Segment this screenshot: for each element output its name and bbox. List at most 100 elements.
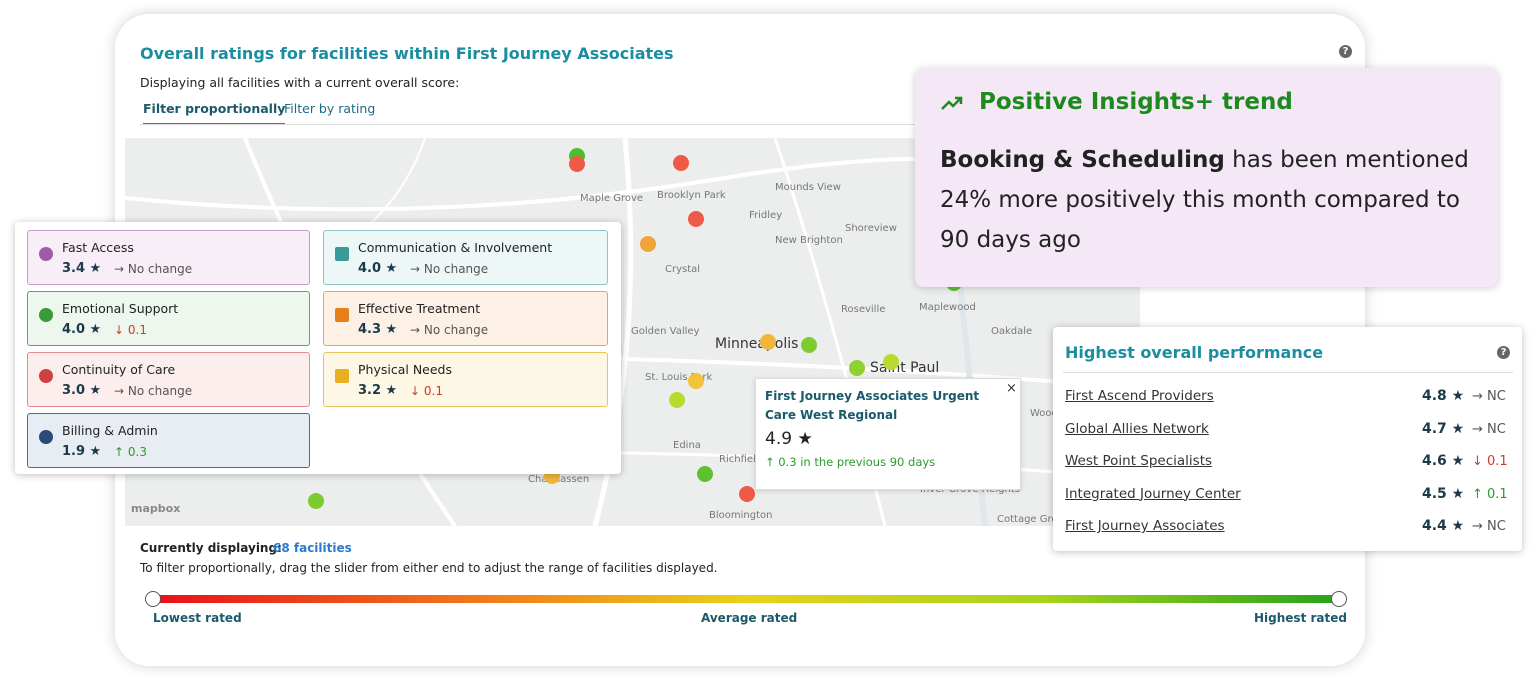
place-label: Maplewood <box>919 302 976 313</box>
category-icon <box>39 430 53 444</box>
status-count[interactable]: 68 facilities <box>273 541 352 555</box>
category-icon <box>335 247 349 261</box>
category-card: Fast Access 3.4 ★ → No change <box>27 230 310 285</box>
help-icon[interactable]: ? <box>1339 45 1352 58</box>
facility-dot[interactable] <box>688 373 704 389</box>
category-icon <box>335 308 349 322</box>
facility-dot[interactable] <box>801 337 817 353</box>
slider-handle[interactable] <box>145 591 161 607</box>
category-card: Emotional Support 4.0 ★ ↓ 0.1 <box>27 291 310 346</box>
category-change: → No change <box>114 262 193 276</box>
tab[interactable]: Filter proportionally <box>143 101 286 125</box>
place-label: Bloomington <box>709 510 773 521</box>
facility-change: ↓ 0.1 <box>1472 454 1508 469</box>
place-label: St. Louis Park <box>645 372 713 383</box>
facility-score: 4.7 ★ <box>1422 420 1465 437</box>
subtitle: Displaying all facilities with a current… <box>140 75 460 90</box>
category-change: → No change <box>114 384 193 398</box>
facility-dot[interactable] <box>569 156 585 172</box>
facility-dot[interactable] <box>308 493 324 509</box>
category-name: Billing & Admin <box>62 423 158 438</box>
facility-dot[interactable] <box>688 211 704 227</box>
category-score: 3.0 ★ <box>62 383 102 398</box>
slider-handle[interactable] <box>1331 591 1347 607</box>
place-label: Roseville <box>841 304 886 315</box>
category-change: ↓ 0.1 <box>114 323 147 337</box>
road <box>592 138 634 526</box>
insight-text: has been mentioned 24% more positively t… <box>940 147 1469 253</box>
category-change: → No change <box>410 323 489 337</box>
categories-panel: Fast Access 3.4 ★ → No change Communication… <box>15 222 621 474</box>
tooltip-title: First Journey Associates Urgent Care Wes… <box>765 389 980 422</box>
slider-label: Lowest rated <box>153 611 242 625</box>
category-score: 4.0 ★ <box>358 261 398 276</box>
insight-title: Positive Insights+ trend <box>979 89 1293 115</box>
facility-change: → NC <box>1472 519 1506 534</box>
facility-dot[interactable] <box>760 334 776 350</box>
category-score: 4.0 ★ <box>62 322 102 337</box>
insight-panel: Positive Insights+ trend Booking & Schedu… <box>915 68 1498 287</box>
facility-link[interactable]: First Journey Associates <box>1065 518 1225 534</box>
facility-dot[interactable] <box>739 486 755 502</box>
category-icon <box>39 247 53 261</box>
category-name: Emotional Support <box>62 301 179 316</box>
tooltip-score: 4.9 ★ <box>765 429 813 449</box>
ranking-title: Highest overall performance <box>1065 343 1324 362</box>
insight-highlight: Booking & Scheduling <box>940 147 1225 173</box>
place-label: Shoreview <box>845 223 897 234</box>
facility-change: ↑ 0.1 <box>1472 486 1508 502</box>
category-card: Physical Needs 3.2 ★ ↓ 0.1 <box>323 352 608 407</box>
category-change: ↑ 0.3 <box>114 445 147 459</box>
status-label: Currently displaying: <box>140 541 282 555</box>
facility-link[interactable]: West Point Specialists <box>1065 453 1213 469</box>
facility-dot[interactable] <box>669 392 685 408</box>
facility-dot[interactable] <box>640 236 656 252</box>
tooltip-change: ↑ 0.3 in the previous 90 days <box>765 455 936 469</box>
place-label: Cottage Grove <box>997 514 1070 525</box>
category-icon <box>39 308 53 322</box>
status-instructions: To filter proportionally, drag the slide… <box>140 561 718 575</box>
tooltip-close[interactable]: × <box>1006 381 1017 396</box>
facility-link[interactable]: Global Allies Network <box>1065 420 1209 437</box>
facility-dot[interactable] <box>673 155 689 171</box>
tab[interactable]: Filter by rating <box>284 101 376 116</box>
slider-track <box>153 595 1339 603</box>
category-icon <box>335 369 349 383</box>
category-name: Fast Access <box>62 240 134 255</box>
facility-tooltip: First Journey Associates Urgent Care Wes… <box>755 378 1021 490</box>
insight-body: Booking & Scheduling has been mentioned … <box>940 140 1485 260</box>
facility-link[interactable]: Integrated Journey Center <box>1065 485 1241 502</box>
category-card: Continuity of Care 3.0 ★ → No change <box>27 352 310 407</box>
category-card: Billing & Admin 1.9 ★ ↑ 0.3 <box>27 413 310 468</box>
facility-link[interactable]: First Ascend Providers <box>1065 388 1214 404</box>
place-label: Fridley <box>749 210 783 221</box>
place-label: Minneapolis <box>715 336 799 352</box>
help-icon[interactable]: ? <box>1497 346 1510 359</box>
place-label: Oakdale <box>991 326 1033 337</box>
category-card: Communication & Involvement 4.0 ★ → No cha… <box>323 230 608 285</box>
facility-score: 4.6 ★ <box>1422 453 1465 469</box>
place-label: Richfield <box>719 454 763 465</box>
place-label: Brooklyn Park <box>657 190 726 201</box>
facility-score: 4.4 ★ <box>1422 518 1465 534</box>
category-score: 4.3 ★ <box>358 322 398 337</box>
slider-label: Highest rated <box>1254 611 1347 625</box>
place-label: Saint Paul <box>870 360 940 376</box>
category-score: 1.9 ★ <box>62 444 102 459</box>
facility-score: 4.5 ★ <box>1422 485 1465 502</box>
trend-icon <box>941 96 963 117</box>
facility-change: → NC <box>1472 421 1506 437</box>
category-name: Communication & Involvement <box>358 240 553 255</box>
place-label: Mounds View <box>775 182 841 193</box>
facility-dot[interactable] <box>883 354 899 370</box>
slider-label: Average rated <box>701 611 798 625</box>
facility-change: → NC <box>1472 389 1506 404</box>
trend-glyph <box>941 96 963 110</box>
facility-dot[interactable] <box>849 360 865 376</box>
category-name: Continuity of Care <box>62 362 176 377</box>
facility-dot[interactable] <box>697 466 713 482</box>
category-change: ↓ 0.1 <box>410 384 443 398</box>
category-name: Physical Needs <box>358 362 453 377</box>
place-label: Golden Valley <box>631 326 700 337</box>
